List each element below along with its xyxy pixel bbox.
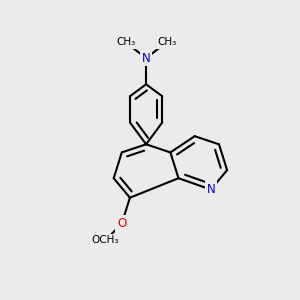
Text: CH₃: CH₃ (116, 37, 135, 47)
Text: N: N (206, 183, 215, 196)
Text: O: O (117, 217, 126, 230)
Text: OCH₃: OCH₃ (92, 235, 119, 245)
Text: N: N (142, 52, 151, 65)
Text: CH₃: CH₃ (157, 37, 176, 47)
